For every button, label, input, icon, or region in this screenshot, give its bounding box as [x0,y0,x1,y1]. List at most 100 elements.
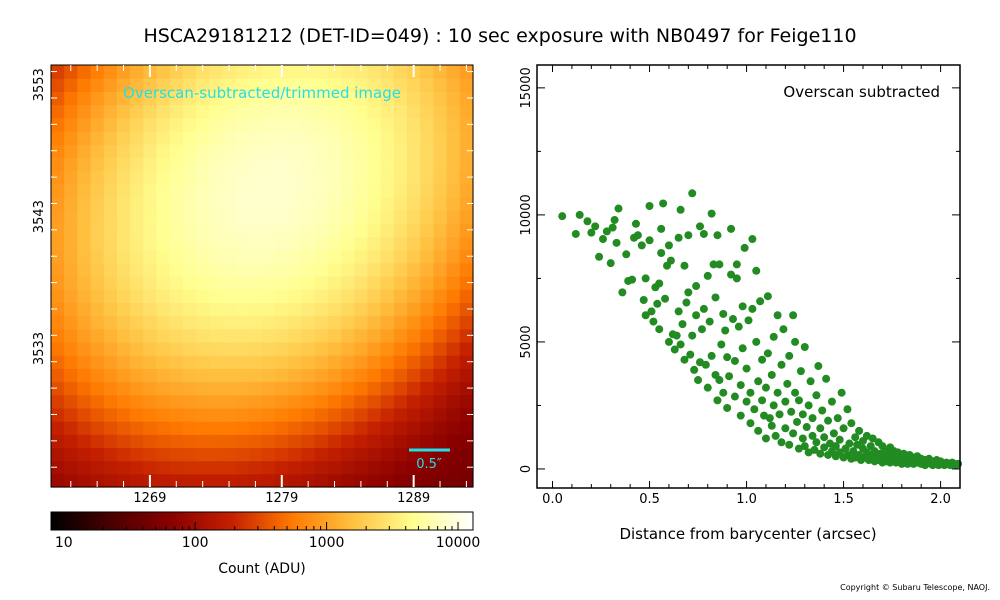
image-pixel [143,381,158,396]
scatter-point [868,434,877,443]
scatter-point [678,320,687,329]
scatter-point [742,397,751,406]
image-pixel [327,289,342,303]
image-pixel [64,183,78,198]
image-pixel [459,302,474,317]
scatter-point [773,388,782,397]
image-pixel [156,407,171,422]
scatter-point [664,241,673,250]
image-pixel [248,262,263,277]
image-pixel [103,276,118,290]
scatter-point [725,372,734,381]
image-pixel [130,407,144,422]
scatter-point [610,215,619,224]
image-pixel [354,183,369,198]
image-pixel [156,91,171,106]
image-pixel [90,78,105,92]
image-pixel [314,315,329,330]
image-pixel [433,262,448,277]
image-pixel [90,144,105,158]
image-pixel [420,157,435,172]
image-pixel [248,421,263,435]
image-pixel [64,223,78,238]
image-pixel [446,78,461,92]
image-pixel [130,117,144,132]
image-pixel [327,223,342,238]
image-pixel [367,421,382,435]
image-pixel [446,315,461,330]
image-pixel [64,355,78,369]
scatter-point [692,311,701,320]
image-pixel [103,196,118,211]
image-pixel [64,473,78,488]
image-pixel [393,65,408,79]
image-pixel [367,144,382,158]
scatter-point [674,233,683,242]
image-pixel [90,394,105,409]
image-pixel [169,368,184,383]
image-pixel [143,78,158,92]
image-pixel [433,473,448,488]
image-pixel [275,170,289,185]
scatter-point [744,316,753,325]
image-pixel [327,91,342,106]
scatter-point [637,241,646,250]
image-pixel [90,315,105,330]
image-pixel [169,144,184,158]
star-image-heatmap [51,65,474,488]
image-pixel [420,421,435,435]
image-pixel [235,341,250,356]
image-pixel [130,210,144,224]
image-pixel [130,355,144,369]
scatter-point [843,405,852,414]
image-pixel [103,78,118,92]
image-pixel [196,117,210,132]
scatter-point [598,235,607,244]
image-pixel [156,262,171,277]
image-pixel [248,144,263,158]
image-pixel [51,65,65,79]
image-pixel [130,262,144,277]
image-pixel [169,196,184,211]
image-pixel [143,183,158,198]
image-pixel [446,341,461,356]
image-pixel [420,473,435,488]
image-pixel [367,328,382,343]
image-panel-label: Overscan-subtracted/trimmed image [123,84,401,102]
image-pixel [248,170,263,185]
scatter-point [672,331,681,340]
image-pixel [156,434,171,449]
scatter-point [771,431,780,440]
image-pixel [380,196,395,211]
image-pixel [367,407,382,422]
scatter-point [765,414,774,423]
image-pixel [51,341,65,356]
image-pixel [262,302,276,317]
image-pixel [156,421,171,435]
image-pixel [222,210,237,224]
image-pixel [90,368,105,383]
image-pixel [354,157,369,172]
scatter-point [699,229,708,238]
image-pixel [130,394,144,409]
image-pixel [169,104,184,119]
image-pixel [77,289,92,303]
image-pixel [235,78,250,92]
image-pixel [288,328,303,343]
image-pixel [301,447,316,462]
image-pixel [169,276,184,290]
image-pixel [77,157,92,172]
image-pixel [196,289,210,303]
image-pixel [301,262,316,277]
image-pixel [182,236,197,251]
image-pixel [103,355,118,369]
image-pixel [116,421,131,435]
image-pixel [288,183,303,198]
scatter-point [742,364,751,373]
image-pixel [380,407,395,422]
scatter-point [641,311,650,320]
image-pixel [288,381,303,396]
image-pixel [262,394,276,409]
image-pixel [51,157,65,172]
scatter-point [694,376,703,385]
